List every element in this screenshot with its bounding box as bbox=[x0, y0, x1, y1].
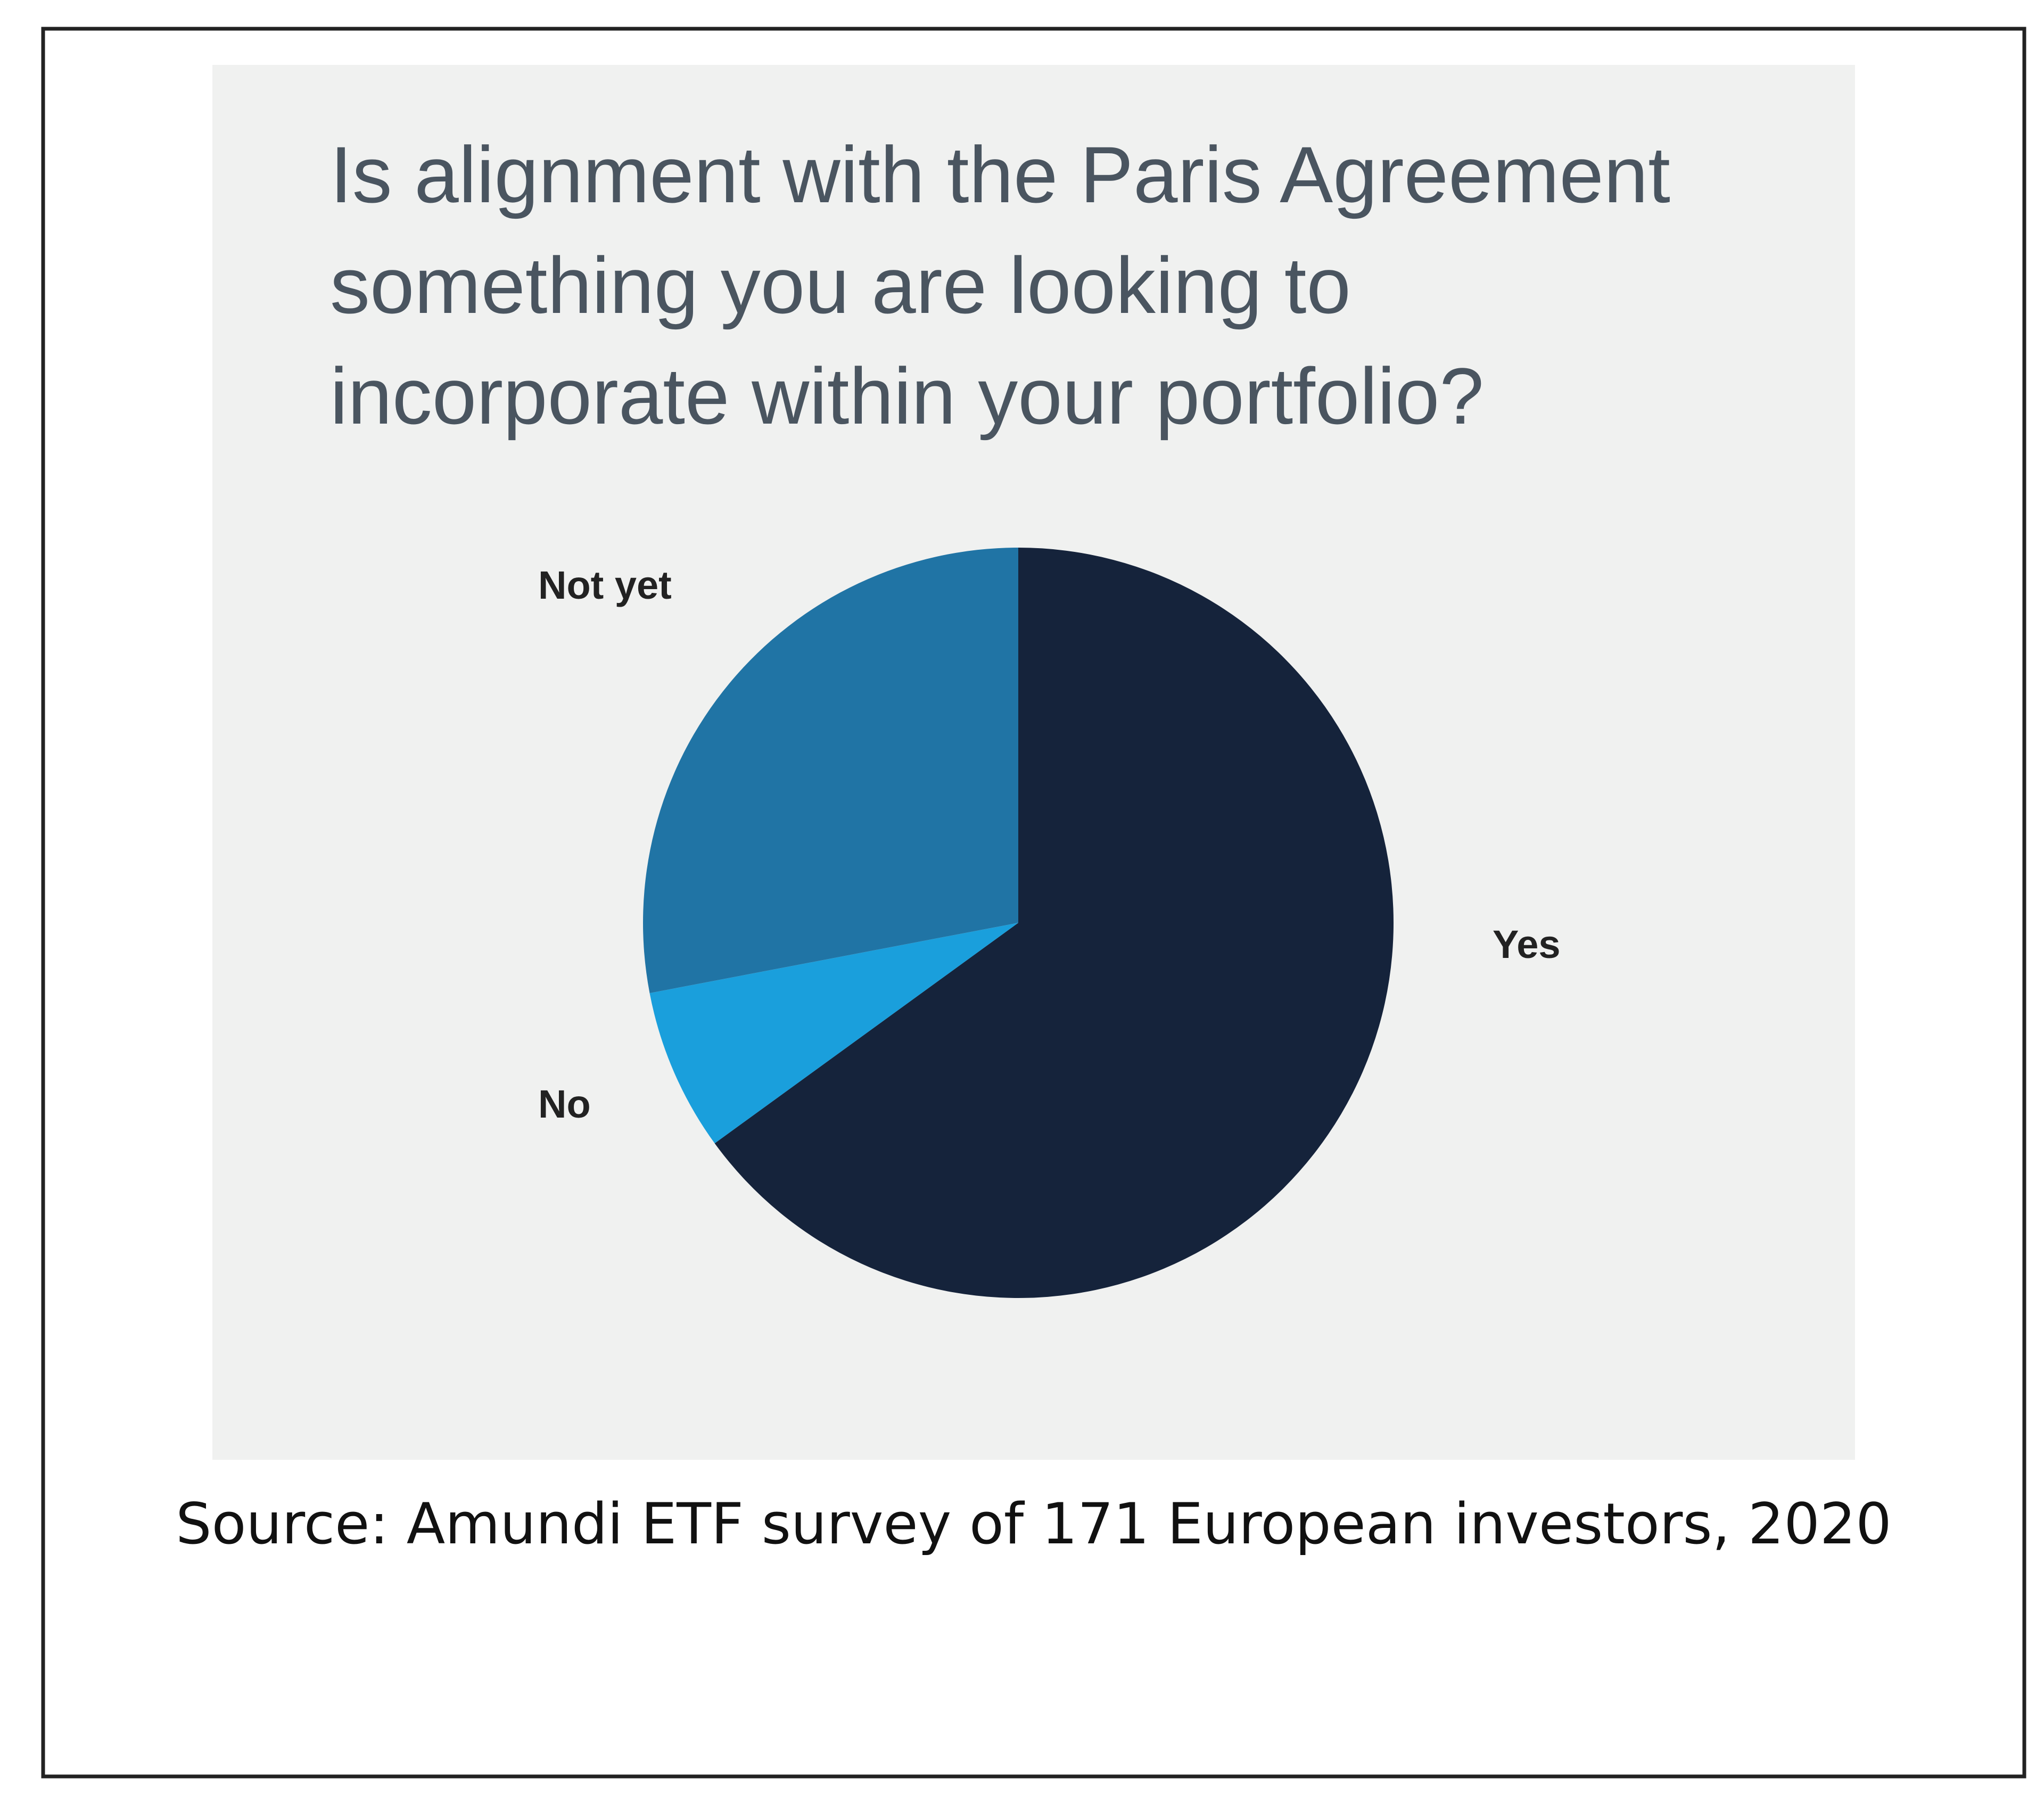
chart-title: Is alignment with the Paris Agreement som… bbox=[330, 130, 1670, 441]
pie-slice bbox=[714, 548, 1394, 1298]
title-line: Is alignment with the Paris Agreement bbox=[330, 130, 1670, 219]
slice-label: No bbox=[538, 1082, 591, 1126]
slice-label: Yes bbox=[1493, 922, 1561, 966]
title-line: something you are looking to bbox=[330, 241, 1351, 330]
pie: Yes No Not yet bbox=[538, 548, 1561, 1298]
pie-slice bbox=[649, 923, 1018, 1144]
pie-slice bbox=[643, 548, 1018, 994]
title-line: incorporate within your portfolio? bbox=[330, 351, 1484, 441]
slice-label: Not yet bbox=[538, 563, 672, 607]
source: Source: Amundi ETF survey of 171 Europea… bbox=[176, 1491, 1891, 1557]
